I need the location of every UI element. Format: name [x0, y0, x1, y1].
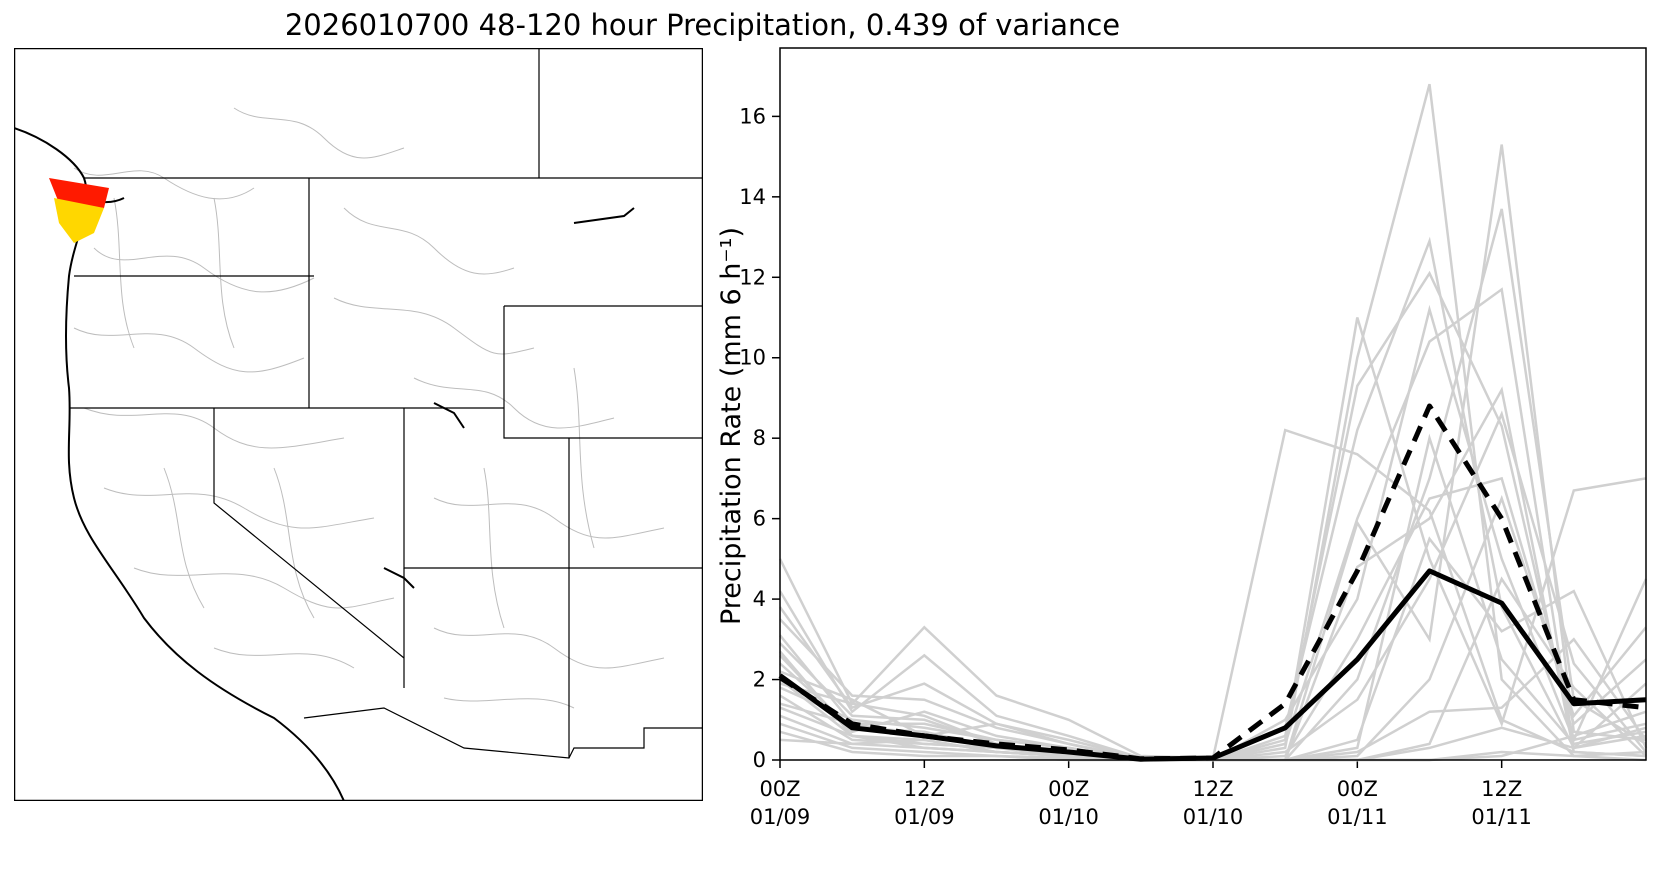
- y-tick-label: 10: [739, 346, 766, 370]
- y-axis-label: Precipitation Rate (mm 6 h⁻¹): [716, 227, 747, 625]
- x-tick-label: 00Z: [1337, 777, 1378, 801]
- plot-area: [778, 47, 1648, 762]
- county-lines: [73, 107, 665, 709]
- x-tick-label: 12Z: [1481, 777, 1522, 801]
- y-tick-label: 8: [753, 426, 766, 450]
- x-tick-label: 12Z: [1192, 777, 1233, 801]
- y-tick-label: 12: [739, 265, 766, 289]
- weighted-series-line: [778, 403, 1647, 762]
- ensemble-member-line: [779, 236, 1647, 762]
- y-ticks: 0 2 4 6 8 10 12 14 16: [739, 104, 780, 772]
- y-tick-label: 2: [753, 668, 766, 692]
- y-tick-label: 4: [753, 587, 766, 611]
- map-frame: [14, 48, 703, 801]
- x-tick-label: 01/10: [1038, 805, 1099, 829]
- y-tick-label: 6: [753, 507, 766, 531]
- x-tick-label: 01/09: [894, 805, 955, 829]
- axes-frame: [779, 47, 1647, 761]
- ensemble-member-line: [778, 270, 1647, 762]
- x-tick-label: 12Z: [904, 777, 945, 801]
- y-tick-label: 14: [739, 185, 766, 209]
- x-tick-label: 01/11: [1327, 805, 1388, 829]
- y-tick-label: 0: [753, 748, 766, 772]
- region-map: [14, 48, 703, 801]
- basin-lower: [54, 198, 104, 243]
- x-tick-label: 00Z: [1048, 777, 1089, 801]
- ensemble-member-line: [779, 83, 1647, 762]
- figure-title: 2026010700 48-120 hour Precipitation, 0.…: [284, 8, 1121, 42]
- ensemble-member-line: [779, 386, 1647, 762]
- ensemble-lines: [778, 83, 1648, 762]
- x-tick-label: 01/09: [750, 805, 811, 829]
- y-tick-label: 16: [739, 104, 766, 128]
- x-ticks: 00Z 01/09 12Z 01/09 00Z 01/10 12Z 01/10 00Z 01/11…: [750, 760, 1532, 829]
- ensemble-member-line: [779, 494, 1647, 762]
- x-tick-label: 01/10: [1183, 805, 1244, 829]
- lakes: [383, 207, 635, 589]
- x-tick-label: 01/11: [1471, 805, 1532, 829]
- state-borders: [69, 48, 703, 759]
- precip-chart: Precipitation Rate (mm 6 h⁻¹) 0 2 4 6 8 10 12 1…: [716, 47, 1648, 829]
- x-tick-label: 00Z: [759, 777, 800, 801]
